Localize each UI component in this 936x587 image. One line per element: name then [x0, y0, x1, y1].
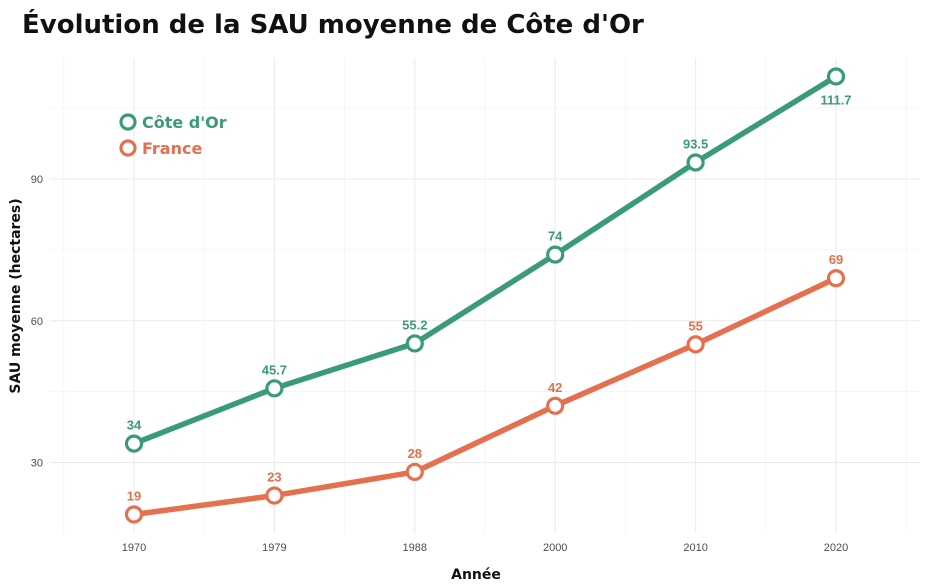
data-label: 45.7: [262, 362, 287, 377]
data-label: 28: [408, 446, 422, 461]
data-label: 111.7: [820, 92, 851, 107]
data-point: [546, 396, 565, 415]
data-label: 55.2: [402, 317, 427, 332]
x-tick-label: 1979: [262, 542, 286, 554]
y-tick-label: 30: [31, 458, 43, 470]
data-point: [265, 379, 284, 398]
x-tick-label: 1988: [403, 542, 427, 554]
data-point: [826, 67, 846, 86]
data-point: [265, 486, 284, 505]
series-line: [131, 275, 839, 518]
data-point: [546, 245, 565, 264]
series-group: [124, 67, 846, 453]
data-label: 93.5: [683, 136, 708, 151]
data-label: 55: [688, 318, 702, 333]
x-tick-label: 2000: [543, 542, 567, 554]
legend-swatch: [119, 139, 137, 157]
legend-label: Côte d'Or: [142, 113, 227, 132]
data-label: 69: [829, 252, 843, 267]
data-label: 34: [127, 418, 142, 433]
x-axis-title: Année: [451, 567, 501, 583]
series: [124, 67, 846, 524]
data-point: [124, 505, 144, 524]
y-tick-label: 60: [31, 316, 43, 328]
data-label: 19: [127, 488, 141, 503]
x-tick-label: 1970: [122, 542, 146, 554]
data-labels: 34 45.7 55.2 74 93.5 111.7 19 23 28 42 55 69: [127, 92, 852, 503]
y-axis-title: SAU moyenne (hectares): [8, 198, 24, 393]
data-label: 42: [548, 380, 562, 395]
x-tick-label: 2020: [824, 542, 848, 554]
data-point: [686, 153, 705, 172]
legend: Côte d'Or France: [119, 113, 227, 158]
series-group: [124, 269, 846, 524]
data-point: [826, 269, 846, 288]
x-tick-label: 2010: [683, 542, 707, 554]
data-point: [124, 434, 144, 453]
data-label: 23: [267, 470, 281, 485]
y-tick-label: 90: [31, 174, 43, 186]
data-label: 74: [548, 229, 563, 244]
legend-item: Côte d'Or: [119, 113, 227, 132]
data-point: [405, 334, 424, 353]
legend-item: France: [119, 139, 202, 158]
grid: [50, 58, 920, 533]
axis-ticks: 1970 1979 1988 2000 2010 2020 30 60 90: [31, 174, 848, 554]
series-line: [131, 73, 839, 447]
legend-label: France: [142, 139, 202, 158]
data-point: [405, 462, 424, 482]
legend-swatch: [119, 113, 137, 131]
chart-title: Évolution de la SAU moyenne de Côte d'Or: [22, 8, 644, 40]
data-point: [686, 335, 705, 354]
